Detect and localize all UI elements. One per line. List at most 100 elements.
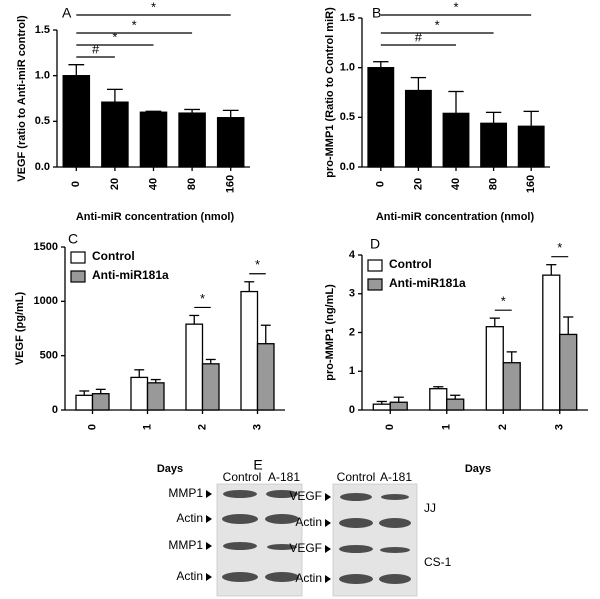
x-tick-label: 0 [86,424,98,430]
x-tick-label: 0 [375,181,387,187]
bar [404,89,432,168]
y-tick-label: 3 [349,288,355,300]
bar [201,363,220,411]
cell-line-label: JJ [424,501,436,515]
y-tick-label: 1500 [34,241,58,253]
row-label: Actin [295,515,322,529]
significance-label: * [112,29,117,44]
y-tick-label: 1.0 [35,70,50,82]
column-label: A-181 [380,470,412,484]
significance-label: * [255,257,260,272]
y-tick-label: 1.5 [340,12,355,24]
y-tick-label: 0 [52,404,58,416]
bar [502,362,521,411]
bar [146,382,165,411]
y-tick-label: 4 [349,249,356,261]
significance-label: * [132,17,137,32]
legend-label: Control [92,249,135,263]
x-tick-label: 80 [186,178,198,190]
x-tick-label: 20 [412,178,424,190]
column-label: Control [337,470,376,484]
y-tick-label: 0 [349,404,355,416]
y-tick-label: 2 [349,326,355,338]
legend-label: Control [389,257,432,271]
column-label: Control [223,470,262,484]
bar [256,343,275,411]
significance-label: * [151,0,156,14]
bar [446,398,465,411]
x-axis-label: Anti-miR concentration (nmol) [76,211,235,223]
x-axis-label: Days [465,463,491,475]
bar [559,333,578,411]
bar [101,101,129,168]
x-tick-label: 20 [109,178,121,190]
x-axis-label: Anti-miR concentration (nmol) [376,211,535,223]
significance-label: # [92,41,100,56]
bar [240,290,259,411]
y-axis-label: VEGF (pg/mL) [14,292,26,366]
row-label: VEGF [289,541,322,555]
x-tick-label: 0 [70,181,82,187]
legend-label: Anti-miR181a [389,276,466,290]
bar [62,75,91,168]
bar [367,67,395,168]
significance-label: * [453,0,458,14]
y-tick-label: 1000 [34,295,58,307]
column-label: A-181 [268,470,300,484]
x-tick-label: 160 [525,175,537,193]
significance-label: # [415,29,423,44]
bar [185,323,204,411]
bar [372,403,391,411]
bar [139,111,168,168]
bar [91,393,110,411]
y-tick-label: 1 [349,365,355,377]
y-tick-label: 500 [40,350,58,362]
x-axis-label: Days [157,463,183,475]
blot-panel: E Control A-181 Control A-181 MMP1 Actin… [168,457,452,597]
legend-swatch [70,270,86,283]
y-tick-label: 0.5 [35,115,50,127]
row-label: MMP1 [168,486,203,500]
cell-line-label: CS-1 [424,555,452,569]
y-axis-label: VEGF (ratio to Anti-miR control) [16,15,28,182]
significance-label: * [501,294,506,309]
x-tick-label: 3 [554,424,566,430]
x-tick-label: 3 [251,424,263,430]
bar [216,117,245,168]
x-tick-label: 1 [141,424,153,430]
y-tick-label: 0.0 [340,161,355,173]
y-tick-label: 1.5 [35,24,50,36]
x-tick-label: 80 [488,178,500,190]
panel-letter: A [62,5,72,21]
x-tick-label: 0 [384,424,396,430]
significance-label: * [557,240,562,255]
legend-swatch [367,278,383,291]
row-label: MMP1 [168,538,203,552]
row-label: Actin [176,569,203,583]
bar [517,125,545,168]
x-tick-label: 40 [450,178,462,190]
y-tick-label: 0.0 [35,161,50,173]
y-tick-label: 0.5 [340,111,355,123]
bar [389,401,408,411]
bar [429,388,448,411]
x-tick-label: 40 [147,178,159,190]
bands [222,490,411,584]
bar [442,112,470,168]
panel-letter: B [372,5,381,21]
bar [178,112,206,168]
bar [130,376,149,411]
legend-swatch [70,251,86,264]
y-tick-label: 1.0 [340,62,355,74]
arrowheads [206,490,331,583]
significance-label: * [200,291,205,306]
row-label: Actin [176,511,203,525]
significance-label: * [435,17,440,32]
x-tick-label: 2 [196,424,208,430]
row-label: Actin [295,571,322,585]
legend-label: Anti-miR181a [92,268,169,282]
x-tick-label: 160 [225,175,237,193]
bar [485,326,504,411]
y-axis-label: pro-MMP1 (Ratio to Control miR) [324,7,336,178]
